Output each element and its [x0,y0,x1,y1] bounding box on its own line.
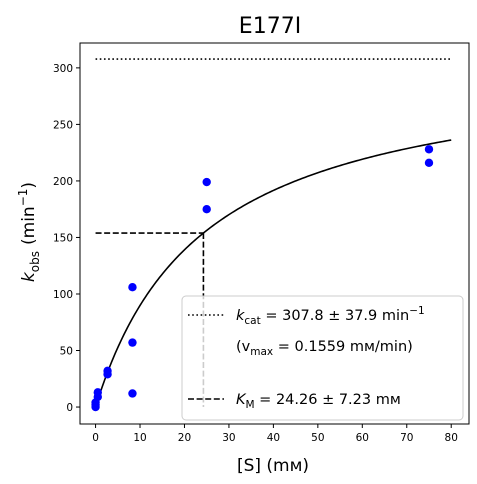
y-axis-label-var: k [19,271,39,282]
y-axis-label-unit: (min [19,206,39,245]
data-point [424,158,434,168]
y-tick-label: 300 [53,63,73,75]
x-tick-label: 70 [400,432,413,444]
x-tick-label: 40 [267,432,280,444]
plot-frame [79,42,470,425]
x-tick-label: 30 [222,432,235,444]
y-axis-ticks: 0 50 100 150 200 250 300 [53,63,80,414]
legend-box [181,295,464,421]
legend-kcat-sup: −1 [409,305,424,317]
legend-kcat-entry: kcat = 307.8 ± 37.9 min−1 [236,305,425,327]
legend-kcat-sub: cat [244,315,260,327]
fit-curve-group [94,139,452,408]
data-point [202,204,211,214]
y-tick-label: 100 [53,289,73,301]
x-axis-label: [S] (mм) [237,456,309,476]
data-points-group [91,145,434,412]
y-tick-label: 0 [66,402,73,414]
fit-curve [94,139,452,408]
legend-vmax-text: = 0.1559 mм/min) [273,339,413,355]
legend-kcat-var: k [236,308,245,324]
y-tick-label: 150 [53,232,73,244]
x-tick-label: 80 [445,432,458,444]
x-tick-label: 10 [133,432,146,444]
x-tick-label: 60 [356,432,369,444]
data-point [93,388,102,397]
x-axis-ticks: 0 10 20 30 40 50 60 70 80 [92,424,458,444]
x-tick-label: 20 [178,432,191,444]
y-tick-label: 50 [60,346,73,358]
y-axis-label: kobs (min−1) [16,182,42,282]
data-point [424,145,434,154]
y-axis-label-close: ) [19,182,39,189]
legend-km-var: K [236,392,247,408]
x-tick-label: 50 [311,432,324,444]
y-tick-label: 200 [53,176,73,188]
y-axis-label-sup: −1 [16,189,30,207]
legend-km-sub: M [246,399,255,411]
legend-vmax-open: (v [236,339,251,355]
legend-km-entry: KM = 24.26 ± 7.23 mм [236,392,401,411]
legend-kcat-text: = 307.8 ± 37.9 min [261,308,409,324]
data-point [128,338,137,347]
y-axis-label-sub: obs [28,251,42,272]
y-tick-label: 250 [53,119,73,131]
data-point [103,366,112,376]
legend-km-text: = 24.26 ± 7.23 mм [255,392,401,408]
legend: kcat = 307.8 ± 37.9 min−1 (vmax = 0.1559… [181,295,464,421]
chart-title: E177I [239,14,301,39]
x-tick-label: 0 [92,432,99,444]
data-point [202,177,211,187]
legend-vmax-sub: max [250,346,273,358]
data-point [128,389,137,398]
legend-vmax-entry: (vmax = 0.1559 mм/min) [236,339,413,358]
plot-area [79,42,470,425]
data-point [128,283,137,292]
